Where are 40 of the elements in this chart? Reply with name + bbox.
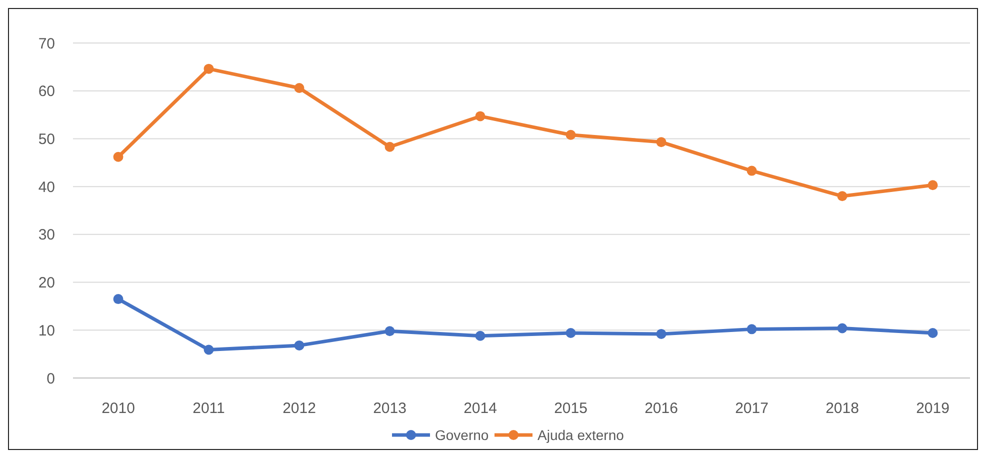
point <box>475 330 486 341</box>
x-tick-label: 2011 <box>192 400 225 417</box>
point <box>294 340 304 350</box>
point <box>746 324 757 334</box>
x-tick-label: 2017 <box>735 400 768 417</box>
point <box>928 328 938 338</box>
x-tick-label: 2014 <box>464 400 497 417</box>
x-tick-label: 2010 <box>102 400 135 417</box>
y-tick-label: 50 <box>38 130 55 148</box>
point <box>204 64 214 74</box>
point <box>656 328 666 339</box>
point <box>113 294 124 304</box>
point <box>746 166 757 176</box>
point <box>475 111 486 122</box>
point <box>113 152 124 162</box>
x-tick-label: 2013 <box>373 400 406 417</box>
y-tick-label: 30 <box>38 226 55 244</box>
point <box>566 328 576 338</box>
x-tick-label: 2015 <box>554 400 588 417</box>
legend-label: Ajuda externo <box>538 426 624 443</box>
y-tick-label: 70 <box>38 35 55 52</box>
point <box>204 344 214 355</box>
y-tick-label: 20 <box>38 274 55 292</box>
x-tick-label: 2016 <box>644 400 678 417</box>
point <box>384 326 395 336</box>
legend-label: Governo <box>435 426 489 443</box>
y-tick-label: 60 <box>38 83 55 100</box>
point <box>656 137 666 148</box>
y-tick-label: 0 <box>46 370 55 388</box>
x-tick-label: 2012 <box>282 400 316 417</box>
x-tick-label: 2018 <box>826 400 859 417</box>
y-tick-label: 10 <box>38 322 55 340</box>
x-tick-label: 2019 <box>916 400 950 417</box>
point <box>837 191 848 202</box>
point <box>837 323 848 334</box>
point <box>566 130 576 140</box>
point <box>928 180 938 190</box>
point <box>294 82 304 93</box>
point <box>384 142 395 152</box>
y-tick-label: 40 <box>38 178 55 196</box>
